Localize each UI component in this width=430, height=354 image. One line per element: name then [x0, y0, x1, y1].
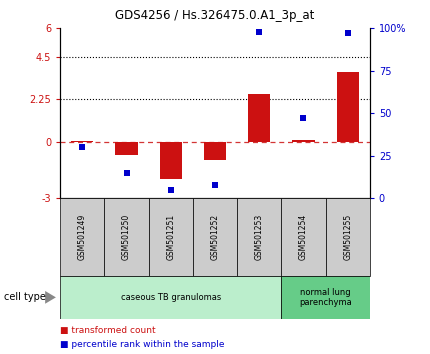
Bar — [337, 72, 359, 142]
Bar — [326, 198, 370, 276]
Bar — [193, 198, 237, 276]
Text: GSM501250: GSM501250 — [122, 214, 131, 260]
Text: GSM501255: GSM501255 — [343, 214, 352, 260]
Bar — [149, 198, 193, 276]
Text: ■ percentile rank within the sample: ■ percentile rank within the sample — [60, 339, 225, 349]
Text: GSM501253: GSM501253 — [255, 214, 264, 260]
Bar — [160, 142, 182, 179]
Text: GSM501254: GSM501254 — [299, 214, 308, 260]
Bar — [104, 198, 149, 276]
Text: GDS4256 / Hs.326475.0.A1_3p_at: GDS4256 / Hs.326475.0.A1_3p_at — [115, 9, 315, 22]
Text: normal lung
parenchyma: normal lung parenchyma — [299, 288, 352, 307]
Bar — [281, 276, 370, 319]
Text: cell type: cell type — [4, 292, 46, 302]
Bar — [281, 198, 326, 276]
Text: GSM501249: GSM501249 — [78, 214, 87, 260]
Text: GSM501252: GSM501252 — [211, 214, 219, 260]
Text: caseous TB granulomas: caseous TB granulomas — [121, 293, 221, 302]
Bar — [204, 142, 226, 160]
Bar — [248, 95, 270, 142]
Bar — [71, 141, 93, 142]
Bar — [60, 198, 104, 276]
Text: ■ transformed count: ■ transformed count — [60, 326, 156, 336]
Bar — [60, 276, 281, 319]
Text: GSM501251: GSM501251 — [166, 214, 175, 260]
Bar — [237, 198, 281, 276]
Bar — [116, 142, 138, 155]
Bar — [292, 140, 314, 142]
Polygon shape — [45, 291, 56, 304]
